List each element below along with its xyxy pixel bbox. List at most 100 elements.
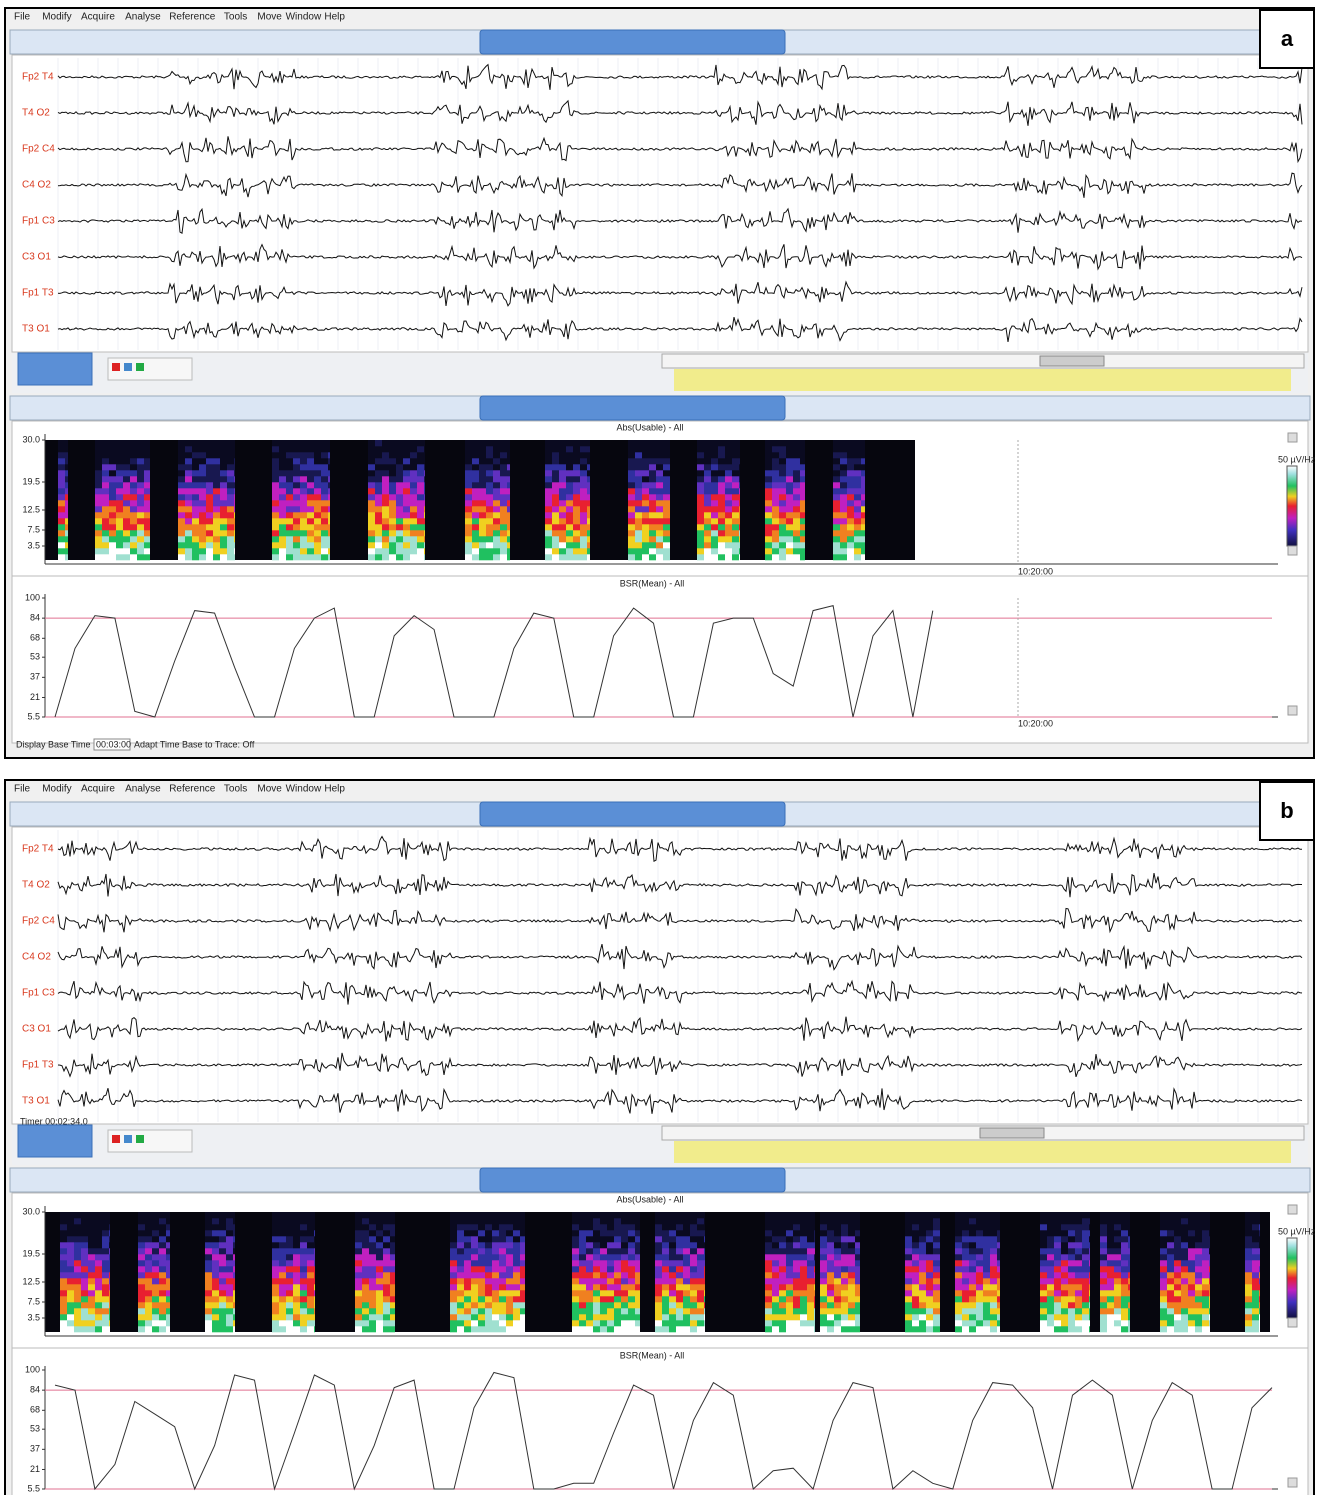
- menu-item[interactable]: File: [14, 784, 31, 795]
- spectrogram-cell: [123, 452, 130, 458]
- spectrogram-cell: [807, 1224, 814, 1230]
- spectrogram-cell: [1100, 1308, 1107, 1314]
- scale-button[interactable]: [1288, 433, 1297, 442]
- spectrogram-cell: [1114, 1242, 1121, 1248]
- spectrogram-cell: [152, 1248, 159, 1254]
- spectrogram-cell: [800, 1248, 807, 1254]
- toolbar-button[interactable]: [18, 1125, 92, 1157]
- flag-icon[interactable]: [112, 363, 120, 371]
- spectrogram-cell: [520, 1254, 525, 1260]
- scale-button[interactable]: [1288, 1478, 1297, 1487]
- scale-button[interactable]: [1288, 546, 1297, 555]
- spectrogram-cell: [403, 554, 410, 560]
- scale-button[interactable]: [1288, 1318, 1297, 1327]
- scroll-thumb[interactable]: [980, 1128, 1044, 1138]
- spectrogram-cell: [579, 1308, 586, 1314]
- window-tab[interactable]: [480, 396, 785, 420]
- spectrogram-cell: [580, 500, 587, 506]
- menu-item[interactable]: Acquire: [81, 784, 115, 795]
- spectrogram-cell: [1128, 1326, 1130, 1332]
- spectrogram-cell: [614, 1212, 621, 1218]
- menu-item[interactable]: Analyse: [125, 784, 161, 795]
- menu-item[interactable]: Modify: [42, 12, 71, 23]
- menu-item[interactable]: Window: [286, 12, 322, 23]
- flag-icon[interactable]: [136, 363, 144, 371]
- window-tab[interactable]: [480, 802, 785, 826]
- menu-item[interactable]: Tools: [224, 784, 247, 795]
- spectrogram-cell: [800, 482, 805, 488]
- spectrogram-cell: [765, 512, 772, 518]
- spectrogram-cell: [368, 542, 375, 548]
- menu-item[interactable]: Reference: [169, 12, 216, 23]
- spectrogram-cell: [919, 1326, 926, 1332]
- window-tab[interactable]: [480, 30, 785, 54]
- menu-item[interactable]: Analyse: [125, 12, 161, 23]
- spectrogram-cell: [1167, 1218, 1174, 1224]
- spectrogram-cell: [81, 1248, 88, 1254]
- spectrogram-cell: [314, 506, 321, 512]
- spectrogram-cell: [669, 1296, 676, 1302]
- spectrogram-cell: [1195, 1284, 1202, 1290]
- spectrogram-cell: [841, 1314, 848, 1320]
- scrollbar[interactable]: [662, 354, 1304, 368]
- menu-item[interactable]: Modify: [42, 784, 71, 795]
- spectrogram-cell: [704, 1272, 705, 1278]
- menu-item[interactable]: Help: [324, 784, 345, 795]
- spectrogram-cell: [286, 1236, 293, 1242]
- spectrogram-cell: [793, 536, 800, 542]
- spectrogram-cell: [861, 548, 865, 554]
- spectrogram-cell: [969, 1266, 976, 1272]
- spectrogram-cell: [1188, 1278, 1195, 1284]
- spectrogram-cell: [300, 452, 307, 458]
- spectrogram-cell: [697, 1236, 704, 1242]
- spectrogram-cell: [383, 1212, 390, 1218]
- spectrogram-cell: [328, 512, 330, 518]
- tool-icons[interactable]: [108, 1130, 192, 1152]
- spectrogram-cell: [95, 1314, 102, 1320]
- spectrogram-cell: [779, 1248, 786, 1254]
- spectrogram-cell: [300, 464, 307, 470]
- window-tab[interactable]: [480, 1168, 785, 1192]
- spectrogram-cell: [471, 1254, 478, 1260]
- toolbar-button[interactable]: [18, 353, 92, 385]
- scale-button[interactable]: [1288, 1205, 1297, 1214]
- scale-button[interactable]: [1288, 706, 1297, 715]
- spectrogram-cell: [572, 1278, 579, 1284]
- spectrogram-cell: [227, 524, 234, 530]
- spectrogram-cell: [375, 440, 382, 446]
- spectrogram-cell: [300, 530, 307, 536]
- spectrogram-cell: [185, 494, 192, 500]
- menu-item[interactable]: Tools: [224, 12, 247, 23]
- spectrogram-cell: [159, 1314, 166, 1320]
- flag-icon[interactable]: [136, 1135, 144, 1143]
- spectrogram-cell: [144, 476, 150, 482]
- spectrogram-cell: [507, 440, 510, 446]
- tool-icons[interactable]: [108, 358, 192, 380]
- menu-item[interactable]: Move: [257, 12, 282, 23]
- spectrogram-cell: [507, 506, 510, 512]
- spectrogram-cell: [60, 1248, 67, 1254]
- spectrogram-cell: [450, 1290, 457, 1296]
- spectrogram-cell: [861, 446, 865, 452]
- scroll-thumb[interactable]: [1040, 356, 1104, 366]
- menu-item[interactable]: Move: [257, 784, 282, 795]
- flag-icon[interactable]: [112, 1135, 120, 1143]
- menu-item[interactable]: Acquire: [81, 12, 115, 23]
- spectrogram-cell: [1121, 1254, 1128, 1260]
- spectrogram-cell: [697, 1290, 704, 1296]
- menu-item[interactable]: Window: [286, 784, 322, 795]
- spectrogram-cell: [793, 1320, 800, 1326]
- menu-item[interactable]: File: [14, 12, 31, 23]
- spectrogram-cell: [559, 482, 566, 488]
- spectrogram-cell: [286, 1302, 293, 1308]
- flag-icon[interactable]: [124, 1135, 132, 1143]
- menu-item[interactable]: Reference: [169, 784, 216, 795]
- menu-item[interactable]: Help: [324, 12, 345, 23]
- spectrogram-cell: [1089, 1290, 1090, 1296]
- flag-icon[interactable]: [124, 363, 132, 371]
- spectrogram-cell: [375, 530, 382, 536]
- spectrogram-cell: [807, 1314, 814, 1320]
- spectrogram-cell: [990, 1254, 997, 1260]
- spectrogram-cell: [479, 488, 486, 494]
- spectrogram-cell: [580, 542, 587, 548]
